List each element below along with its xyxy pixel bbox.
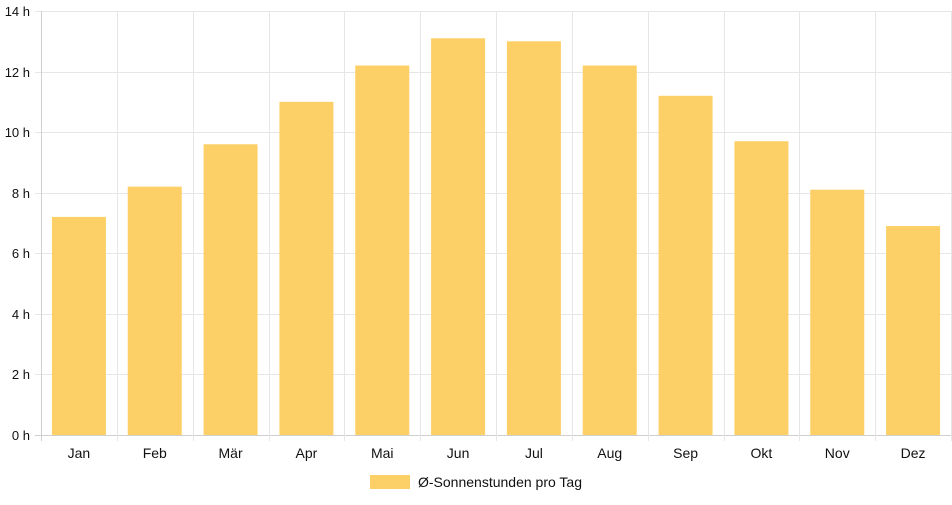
x-tick-label: Apr [296,445,318,461]
y-tick-label: 2 h [12,367,30,382]
x-tick-label: Mär [219,445,243,461]
x-tick-label: Jan [68,445,91,461]
axes: 0 h 2 h 4 h 6 h 8 h 10 h 12 h 14 h Jan Feb Mär Apr M… [5,4,926,461]
legend-swatch[interactable] [370,475,410,489]
x-tick-label: Jun [447,445,470,461]
bars [51,38,941,436]
bar[interactable] [279,101,334,435]
x-tick-label: Mai [371,445,394,461]
x-tick-label: Okt [751,445,773,461]
x-tick-label: Sep [673,445,698,461]
y-tick-label: 4 h [12,307,30,322]
x-tick-label: Dez [901,445,926,461]
grid-lines [35,11,952,441]
bar[interactable] [355,65,410,435]
legend-label[interactable]: Ø-Sonnenstunden pro Tag [418,474,582,490]
x-tick-label: Feb [143,445,167,461]
y-tick-label: 10 h [5,125,30,140]
bar[interactable] [734,141,789,435]
bar[interactable] [582,65,637,435]
x-tick-label: Aug [597,445,622,461]
x-tick-label: Jul [525,445,543,461]
legend[interactable]: Ø-Sonnenstunden pro Tag [370,474,582,490]
bar[interactable] [506,41,561,436]
bar[interactable] [203,144,258,435]
bar[interactable] [886,226,941,435]
y-tick-label: 14 h [5,4,30,19]
y-tick-label: 6 h [12,246,30,261]
y-tick-label: 0 h [12,428,30,443]
bar[interactable] [431,38,486,435]
bar[interactable] [51,216,106,435]
x-tick-label: Nov [825,445,850,461]
bar[interactable] [810,189,865,435]
y-tick-label: 12 h [5,65,30,80]
bar[interactable] [127,186,182,435]
y-tick-label: 8 h [12,186,30,201]
bar[interactable] [658,95,713,436]
